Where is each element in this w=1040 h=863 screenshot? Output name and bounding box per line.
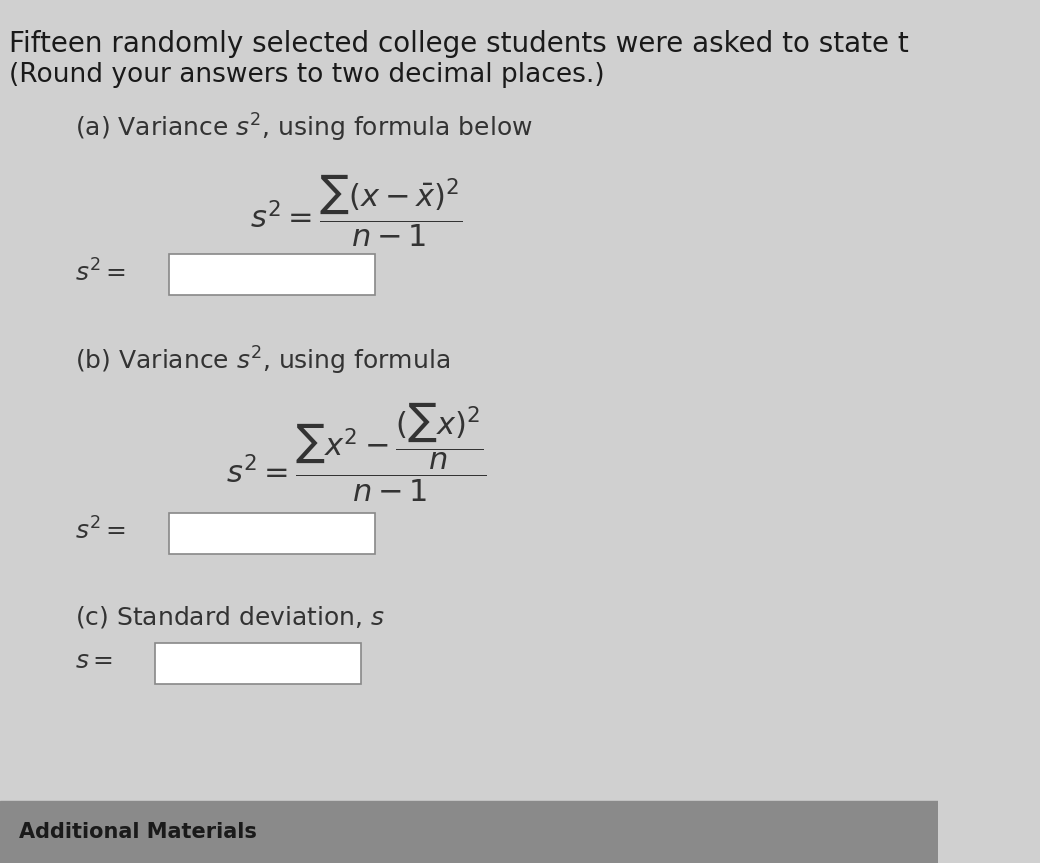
Text: Fifteen randomly selected college students were asked to state t: Fifteen randomly selected college studen… (9, 30, 909, 58)
Text: $s^2 = \dfrac{\sum x^2 - \dfrac{(\sum x)^2}{n}}{n-1}$: $s^2 = \dfrac{\sum x^2 - \dfrac{(\sum x)… (226, 401, 487, 504)
FancyBboxPatch shape (168, 254, 375, 295)
Text: $s^2 =$: $s^2 =$ (75, 259, 126, 287)
Text: (a) Variance $s^2$, using formula below: (a) Variance $s^2$, using formula below (75, 112, 532, 144)
FancyBboxPatch shape (168, 513, 375, 554)
FancyBboxPatch shape (155, 643, 361, 684)
Text: $s^2 = \dfrac{\sum(x - \bar{x})^2}{n-1}$: $s^2 = \dfrac{\sum(x - \bar{x})^2}{n-1}$ (251, 173, 463, 249)
Text: (b) Variance $s^2$, using formula: (b) Variance $s^2$, using formula (75, 345, 450, 377)
Text: (Round your answers to two decimal places.): (Round your answers to two decimal place… (9, 62, 605, 88)
Bar (0, 801, 938, 863)
Text: $s^2 =$: $s^2 =$ (75, 518, 126, 545)
Text: (c) Standard deviation, $s$: (c) Standard deviation, $s$ (75, 604, 385, 630)
Text: $s =$: $s =$ (75, 649, 113, 673)
Text: Additional Materials: Additional Materials (19, 822, 257, 842)
